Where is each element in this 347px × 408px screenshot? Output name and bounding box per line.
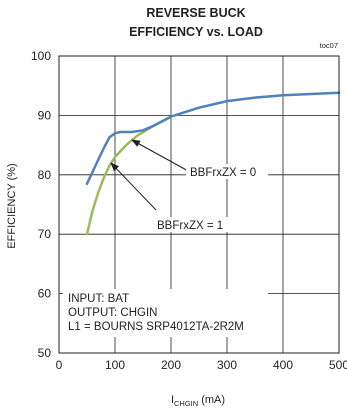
x-axis-label-unit: (mA)	[198, 394, 225, 406]
chart-title-line1: REVERSE BUCK	[146, 6, 245, 20]
y-tick-labels: 50 60 70 80 90 100	[31, 49, 51, 360]
y-tick-label: 70	[38, 227, 52, 241]
x-tick-label: 0	[56, 358, 63, 372]
y-tick-label: 100	[31, 49, 51, 63]
y-tick-label: 60	[38, 287, 52, 301]
x-axis-label: ICHGIN (mA)	[171, 394, 225, 408]
x-tick-label: 400	[273, 358, 293, 372]
arrow-to-bbfrxzx-1	[110, 162, 157, 211]
plot-border	[58, 55, 340, 354]
series-line	[85, 91, 341, 185]
label-0-background	[186, 164, 268, 179]
x-tick-label: 500	[329, 358, 347, 372]
x-tick-label: 100	[105, 358, 125, 372]
arrow-to-bbfrxzx-0	[131, 139, 191, 173]
y-tick-label: 80	[38, 168, 52, 182]
label-1-background	[153, 217, 235, 232]
chart-title-line2: EFFICIENCY vs. LOAD	[129, 25, 263, 39]
plot-frame	[58, 55, 340, 354]
y-axis-label: EFFICIENCY (%)	[6, 163, 18, 248]
info-line: OUTPUT: CHGIN	[68, 307, 157, 319]
series-layer	[85, 91, 341, 236]
x-axis-label-main: I	[171, 394, 174, 406]
series-line	[85, 115, 173, 236]
x-tick-label: 300	[217, 358, 237, 372]
annotation-layer: BBFrxZX = 0 BBFrxZX = 1 INPUT: BAT OUTPUT: …	[63, 139, 268, 337]
x-axis-label-sub: CHGIN	[174, 399, 198, 408]
info-line: L1 = BOURNS SRP4012TA-2R2M	[68, 321, 244, 333]
figure-tag: toc07	[320, 41, 338, 50]
info-line: INPUT: BAT	[68, 293, 129, 305]
x-tick-label: 200	[161, 358, 181, 372]
info-background	[63, 289, 268, 337]
y-tick-label: 90	[38, 108, 52, 122]
label-bbfrxzx-0: BBFrxZX = 0	[190, 167, 256, 179]
label-bbfrxzx-1: BBFrxZX = 1	[157, 220, 223, 232]
x-tick-labels: 0 100 200 300 400 500	[56, 358, 347, 372]
y-tick-label: 50	[38, 346, 52, 360]
